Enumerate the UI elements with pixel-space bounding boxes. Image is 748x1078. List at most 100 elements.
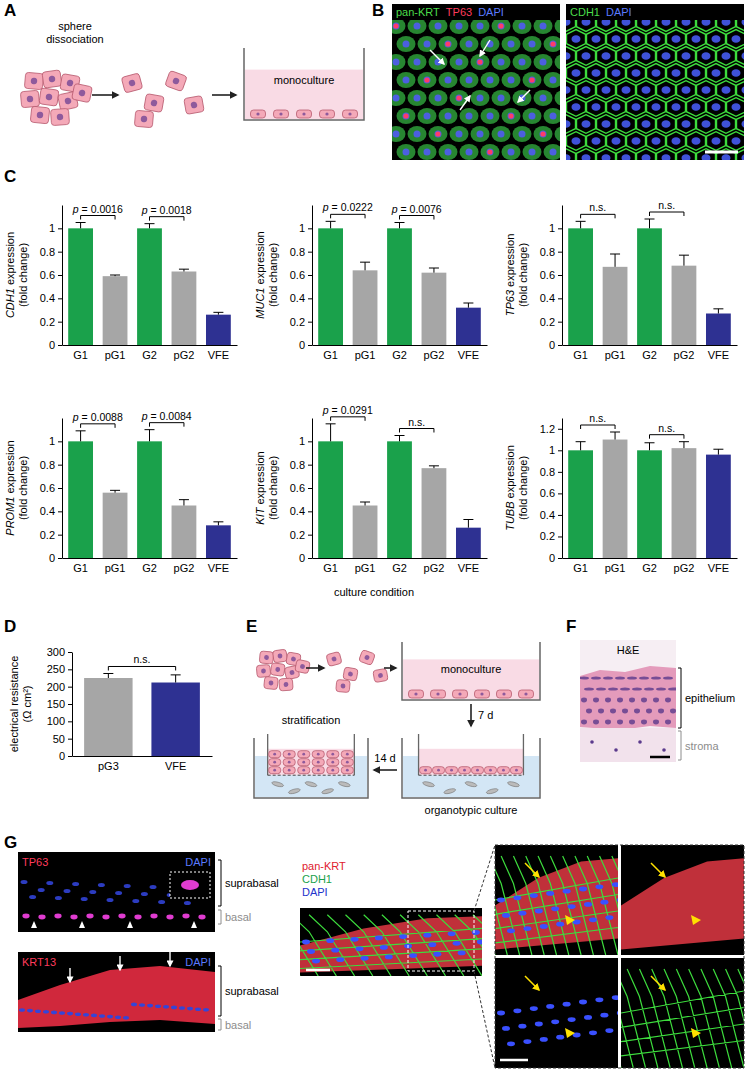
tick-label: 250 [47,663,65,675]
layer-label: basal [225,1019,251,1031]
nucleus [203,1008,209,1012]
cell [343,667,358,681]
well [402,642,540,700]
label-ground [392,4,560,20]
cell [481,72,500,88]
nucleus [639,676,649,679]
plot-marks [318,424,481,558]
y-tick: 0.2 [40,316,62,328]
cell [24,72,43,90]
insert [268,734,355,775]
nucleus [546,1004,554,1009]
cell-body [341,759,353,766]
nucleus [712,69,721,77]
error-bar [429,466,439,468]
nucleus [702,154,711,160]
bar [318,228,343,345]
tick-label: G1 [573,349,588,361]
cell [439,36,458,52]
x-tick: pG1 [105,349,126,361]
axis-line [63,345,238,346]
tick-mark [558,536,562,537]
nucleus [302,769,305,772]
nucleus [498,59,505,66]
nucleus [670,709,676,714]
nucleus [163,1005,169,1009]
nucleus [414,59,421,66]
nucleus [540,23,547,30]
nucleus [72,882,79,886]
error-bar [576,442,586,451]
tick-mark [558,322,562,323]
bar [353,270,378,345]
nucleus [445,41,452,48]
tick-label: 50 [53,733,65,745]
tick-label: VFE [708,349,729,361]
tick-label: 0.8 [290,459,305,471]
x-tick: G1 [73,562,88,574]
nucleus [513,895,521,900]
tick-label: 0 [549,552,555,564]
nucleus [132,899,139,903]
nucleus [598,709,604,714]
axis-title: TUBB expression(fold change) [504,445,529,531]
nucleus [466,77,473,84]
annotation: p = 0.0018 [141,204,192,216]
nucleus [331,948,339,953]
tick-label: 0.8 [40,459,55,471]
nucleus [456,131,463,138]
layer-label: basal [225,911,251,923]
tp63-nucleus [118,914,125,919]
y-tick: 0.8 [540,466,562,478]
image [621,958,744,1068]
nucleus [612,995,618,1000]
tick-mark [58,441,62,442]
plot-marks [68,223,231,346]
cell [555,90,561,106]
nucleus [692,137,701,145]
nucleus [414,95,421,102]
bar [706,314,731,346]
cell-body [256,664,270,677]
cell-body [144,94,165,113]
cell [184,96,205,115]
error-bar [610,432,620,440]
nucleus [584,687,594,690]
y-tick: 0.4 [40,292,62,304]
stain-label: pan-KRT [396,6,440,18]
cell [492,54,511,70]
nucleus [523,1039,531,1044]
cell [523,36,542,52]
nucleus [589,917,597,922]
cell [298,751,310,758]
cell-body [298,767,310,774]
stain-label: pan-KRT [302,860,346,872]
nucleus [712,35,721,43]
tick-label: VFE [165,760,186,772]
cell-body [343,667,358,681]
nucleus [732,137,741,145]
nucleus [498,23,505,30]
cell [298,759,310,766]
nucleus [36,111,43,118]
nucleus [540,924,548,929]
nucleus [277,653,282,658]
y-axis: 00.20.40.60.81 [40,419,63,565]
cell [429,54,448,70]
x-axis: G1pG1G2pG2VFE [313,559,488,574]
error-bar [576,221,586,228]
nucleus [91,1014,97,1018]
arrow [525,863,539,877]
tick-label: 0.6 [540,487,555,499]
nucleus [507,1041,515,1046]
cell [513,18,532,34]
axis-line [563,558,738,559]
tp63-nucleus [508,113,513,118]
x-tick: pG3 [98,760,119,772]
nucleus [403,113,410,120]
fibroblast [507,781,520,788]
cell-body [431,690,446,698]
x-tick: G2 [642,349,657,361]
cell [336,679,350,692]
tp63-nucleus [498,23,503,28]
